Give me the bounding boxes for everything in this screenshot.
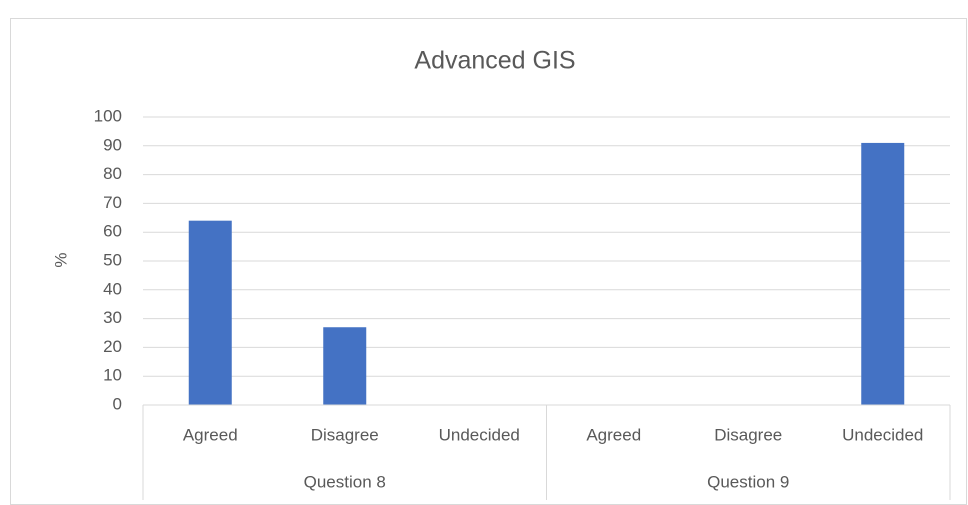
chart-title: Advanced GIS xyxy=(414,47,575,75)
y-tick-label: 10 xyxy=(103,366,122,385)
x-tick-label: Undecided xyxy=(439,425,520,444)
group-label: Question 8 xyxy=(304,472,386,491)
y-tick-label: 60 xyxy=(103,222,122,241)
bar xyxy=(323,327,367,405)
y-tick-label: 30 xyxy=(103,308,122,327)
y-tick-label: 50 xyxy=(103,250,122,269)
y-axis-label: % xyxy=(51,252,70,267)
x-tick-label: Agreed xyxy=(586,425,641,444)
group-label: Question 9 xyxy=(707,472,789,491)
bar xyxy=(861,142,905,406)
y-tick-label: 90 xyxy=(103,135,122,154)
x-tick-label: Agreed xyxy=(183,425,238,444)
y-tick-label: 0 xyxy=(113,394,122,413)
x-tick-label: Disagree xyxy=(311,425,379,444)
y-tick-label: 100 xyxy=(94,106,122,125)
y-tick-label: 20 xyxy=(103,337,122,356)
y-tick-label: 80 xyxy=(103,164,122,183)
y-tick-label: 40 xyxy=(103,279,122,298)
bar xyxy=(188,220,232,405)
x-tick-label: Disagree xyxy=(714,425,782,444)
y-tick-label: 70 xyxy=(103,193,122,212)
x-tick-label: Undecided xyxy=(842,425,923,444)
